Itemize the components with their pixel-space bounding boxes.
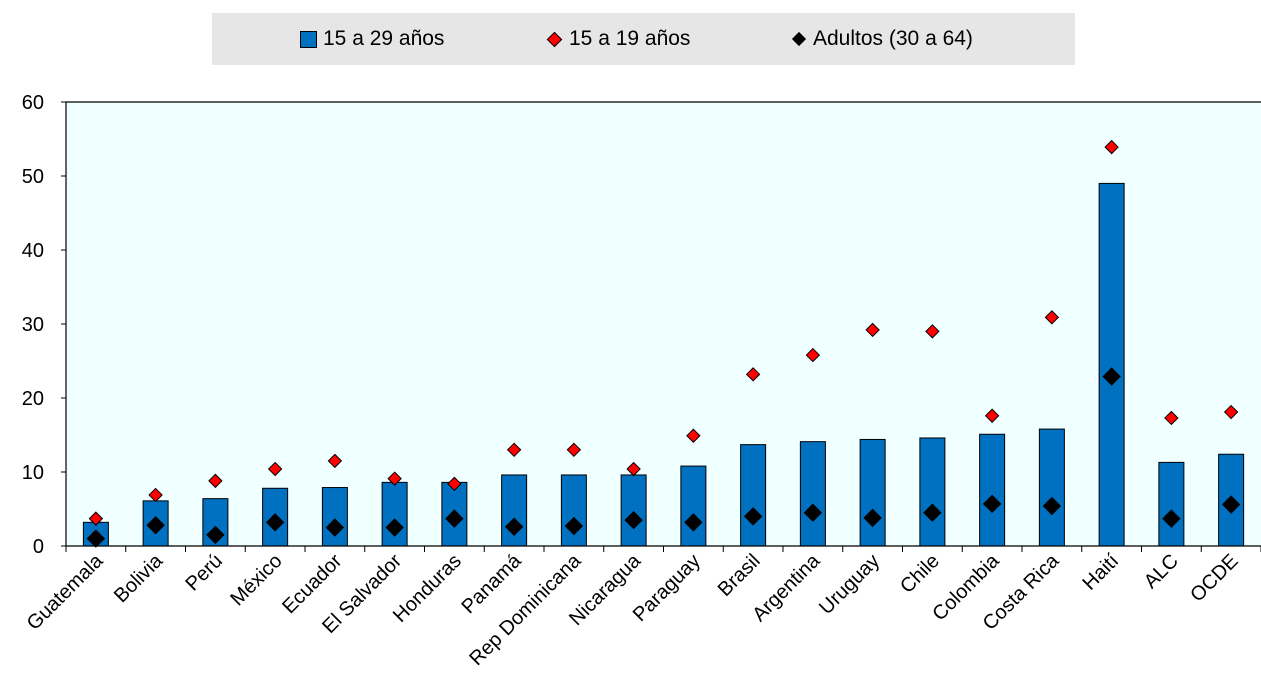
legend-label-15-29: 15 a 29 años bbox=[323, 27, 445, 50]
black-diamond-point bbox=[325, 518, 345, 537]
chart-legend: 15 a 29 años 15 a 19 años Adultos (30 a … bbox=[212, 13, 1075, 65]
plot-area bbox=[66, 102, 1261, 546]
bar bbox=[560, 474, 587, 547]
red-diamond-point bbox=[1104, 139, 1119, 155]
black-diamond-point bbox=[445, 509, 464, 528]
black-diamond-point bbox=[86, 529, 106, 548]
bar bbox=[1158, 461, 1185, 547]
black-diamond-point bbox=[624, 510, 643, 530]
red-diamond-point bbox=[1044, 310, 1060, 325]
bar bbox=[680, 465, 707, 547]
red-diamond-point bbox=[506, 442, 522, 458]
red-marker-series bbox=[88, 139, 1239, 526]
black-diamond-point bbox=[1162, 509, 1181, 528]
x-tick-label: Bolivia bbox=[110, 549, 168, 607]
bar bbox=[620, 474, 647, 547]
y-tick-label: 50 bbox=[22, 166, 44, 188]
bar bbox=[740, 444, 767, 547]
black-diamond-point bbox=[1102, 367, 1121, 386]
red-diamond-point bbox=[566, 442, 582, 458]
black-diamond-point bbox=[743, 507, 763, 526]
bar bbox=[1098, 182, 1125, 547]
x-tick-label: OCDE bbox=[1186, 550, 1242, 606]
bar bbox=[859, 438, 886, 547]
black-diamond-point bbox=[1042, 496, 1062, 516]
black-diamond-point bbox=[1221, 495, 1241, 514]
bar bbox=[919, 437, 946, 547]
y-tick-label: 20 bbox=[22, 388, 44, 410]
red-diamond-point bbox=[686, 428, 701, 443]
y-tick-label: 60 bbox=[22, 92, 44, 114]
red-diamond-point bbox=[925, 324, 940, 339]
y-tick-label: 0 bbox=[33, 536, 44, 558]
y-tick-label: 40 bbox=[22, 240, 44, 262]
x-tick-label: ALC bbox=[1140, 550, 1183, 593]
black-diamond-point bbox=[265, 513, 285, 532]
black-diamond-point bbox=[504, 517, 524, 536]
red-diamond-point bbox=[387, 471, 402, 486]
x-tick-label: México bbox=[226, 550, 286, 610]
red-diamond-point bbox=[626, 461, 641, 477]
black-diamond-point bbox=[803, 503, 823, 522]
legend-label-15-19: 15 a 19 años bbox=[569, 27, 691, 50]
black-diamond-point bbox=[146, 516, 165, 535]
red-diamond-point bbox=[208, 473, 223, 489]
y-tick-label: 10 bbox=[22, 462, 44, 484]
bar bbox=[1038, 428, 1065, 547]
black-diamond-point bbox=[564, 516, 584, 536]
bar-series bbox=[82, 182, 1245, 547]
x-tick-label: Guatemala bbox=[23, 549, 108, 634]
x-tick-label: Uruguay bbox=[815, 550, 884, 619]
red-diamond-point bbox=[88, 511, 104, 526]
x-tick-label: Chile bbox=[896, 550, 944, 598]
bar bbox=[799, 441, 826, 547]
black-diamond-point bbox=[385, 518, 404, 537]
x-tick-label: Brasil bbox=[714, 550, 765, 601]
red-diamond-point bbox=[984, 408, 1000, 423]
black-diamond-point bbox=[982, 494, 1002, 514]
legend-label-adults: Adultos (30 a 64) bbox=[813, 27, 973, 50]
red-diamond-point bbox=[865, 322, 880, 338]
legend-bar-swatch bbox=[300, 30, 317, 48]
y-axis: 0 10 20 30 40 50 60 bbox=[22, 92, 1261, 558]
black-diamond-point bbox=[863, 508, 882, 528]
y-tick-label: 30 bbox=[22, 314, 44, 336]
black-diamond-point bbox=[206, 525, 225, 545]
x-tick-label: Rep Dominicana bbox=[465, 549, 586, 670]
red-diamond-point bbox=[447, 476, 462, 492]
x-tick-label: Haití bbox=[1079, 550, 1124, 595]
bar bbox=[321, 487, 348, 547]
black-marker-series bbox=[86, 367, 1241, 548]
red-diamond-point bbox=[745, 367, 761, 382]
legend-item-adults: Adultos (30 a 64) bbox=[791, 13, 973, 65]
red-diamond-point bbox=[148, 487, 163, 503]
red-diamond-point bbox=[1164, 410, 1179, 426]
red-diamond-point bbox=[267, 461, 283, 477]
legend-item-15-19: 15 a 19 años bbox=[546, 13, 690, 65]
legend-item-15-29: 15 a 29 años bbox=[300, 13, 444, 65]
red-diamond-point bbox=[1223, 404, 1239, 420]
x-tick-label: Perú bbox=[181, 550, 226, 595]
red-diamond-point bbox=[805, 347, 821, 363]
bar bbox=[979, 433, 1006, 547]
red-diamond-point bbox=[327, 453, 343, 469]
black-diamond-point bbox=[684, 513, 703, 532]
black-diamond-point bbox=[923, 503, 942, 522]
